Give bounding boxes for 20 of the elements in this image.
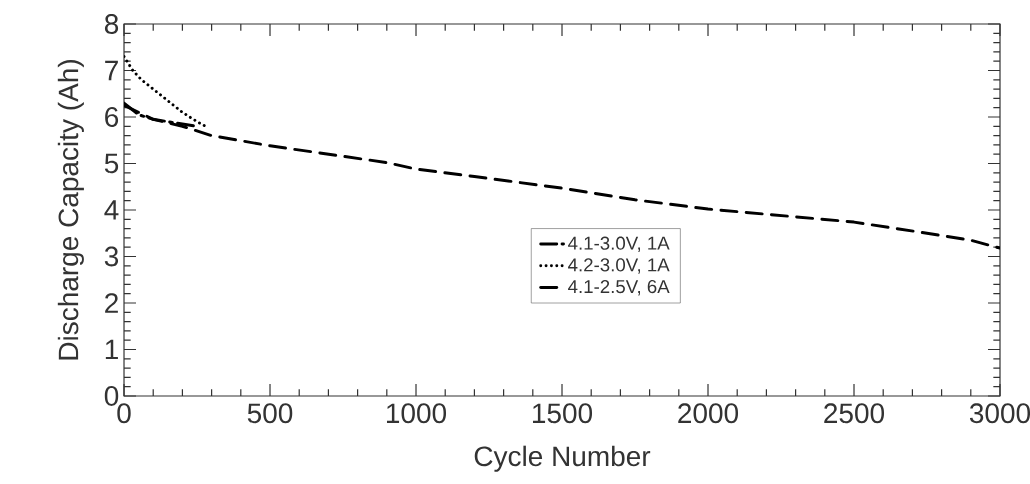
y-tick-label: 8 — [104, 14, 119, 34]
y-tick-label: 5 — [104, 153, 119, 174]
x-axis-title: Cycle Number — [474, 445, 651, 472]
y-tick-label: 4 — [104, 200, 119, 220]
y-tick-label: 0 — [104, 386, 119, 406]
x-tick-label: 500 — [247, 403, 293, 424]
y-tick-label: 2 — [105, 293, 118, 313]
legend-label: 4.2-3.0V, 1A — [568, 258, 670, 274]
y-tick-label: 7 — [105, 60, 118, 81]
y-tick-label: 1 — [105, 339, 118, 360]
y-tick-label: 6 — [105, 107, 119, 127]
x-tick-label: 2000 — [678, 403, 739, 424]
y-tick-label: 3 — [104, 246, 119, 267]
legend-label: 4.1-2.5V, 6A — [568, 279, 670, 296]
x-tick-label: 1500 — [532, 403, 593, 424]
y-axis-title: Discharge Capacity (Ah) — [57, 60, 84, 360]
x-tick-label: 2500 — [824, 403, 885, 424]
x-tick-label: 1000 — [387, 403, 447, 424]
x-tick-label: 3000 — [969, 403, 1030, 424]
legend-label: 4.1-3.0V, 1A — [568, 236, 670, 252]
